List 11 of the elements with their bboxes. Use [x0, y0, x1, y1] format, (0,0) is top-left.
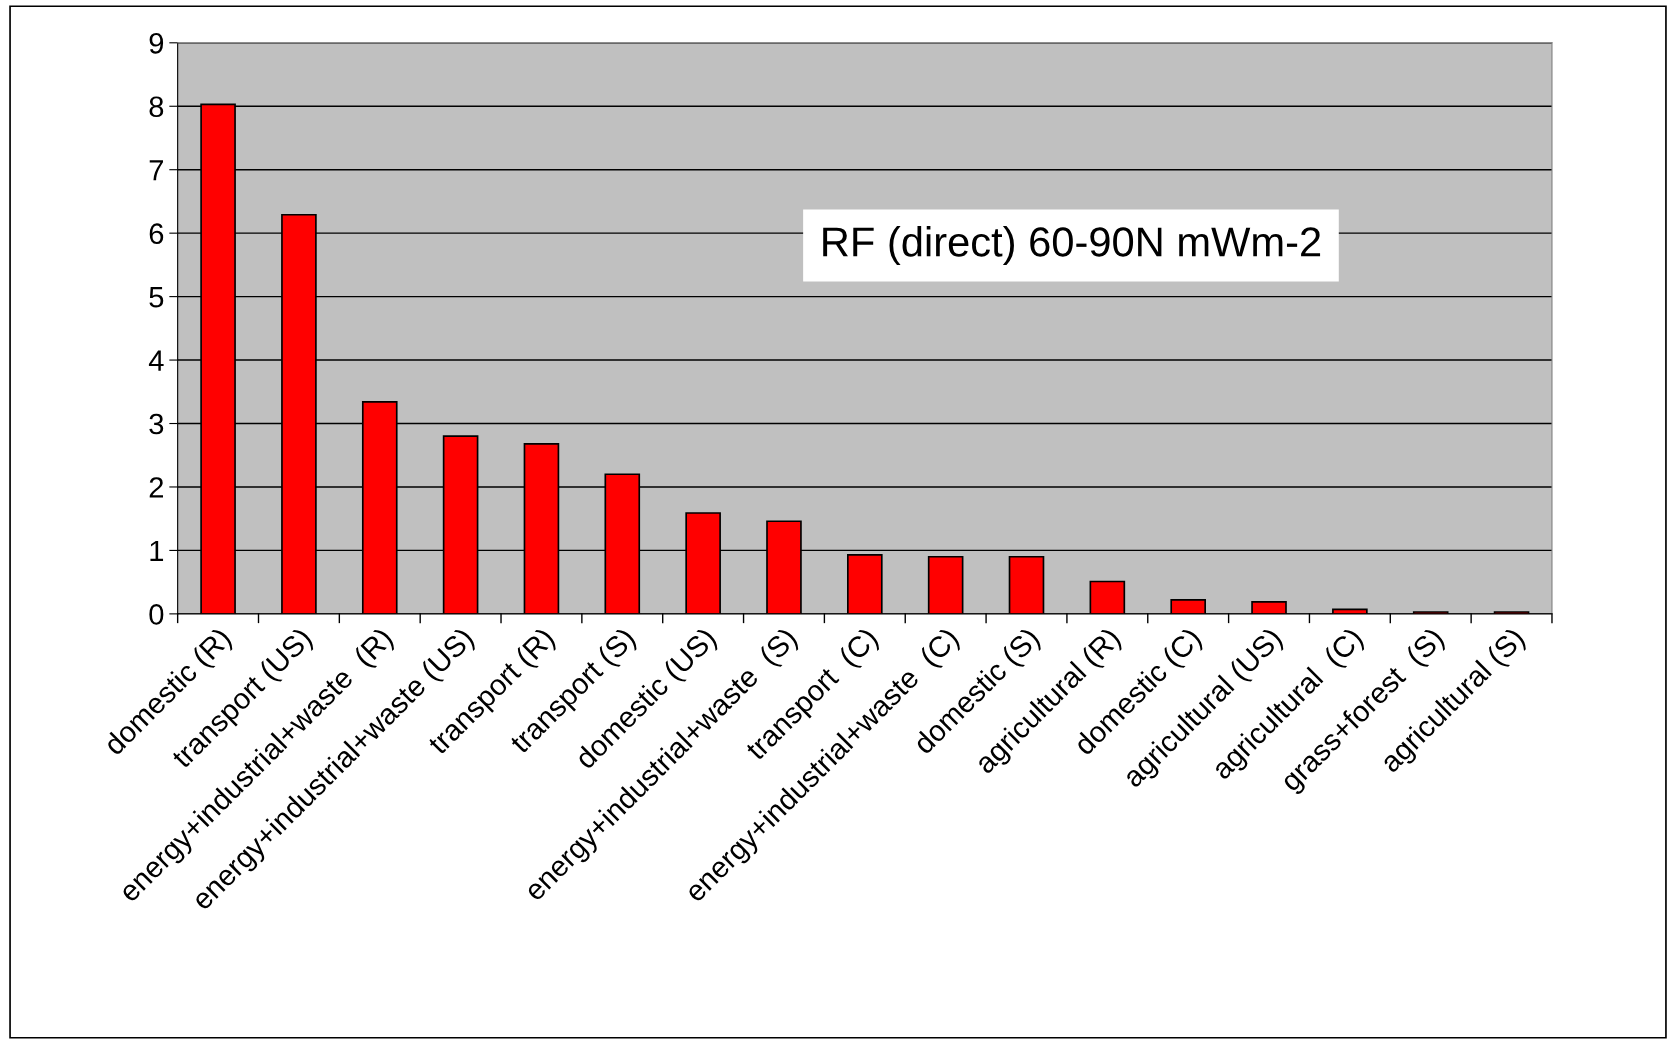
y-tick-label: 9 — [149, 33, 164, 54]
y-tick-label: 2 — [149, 477, 163, 498]
y-tick-label: 5 — [149, 287, 164, 308]
y-tick-label: 8 — [149, 96, 164, 118]
y-tick-label: 6 — [149, 223, 164, 245]
y-tick-label: 3 — [149, 413, 164, 435]
y-tick-label: 1 — [150, 540, 164, 561]
y-tick-label: 4 — [148, 350, 164, 371]
annotation: RF (direct) 60-90N mWm-2 — [823, 226, 1321, 265]
y-tick-label: 0 — [149, 604, 164, 625]
y-tick-label: 7 — [149, 160, 163, 181]
